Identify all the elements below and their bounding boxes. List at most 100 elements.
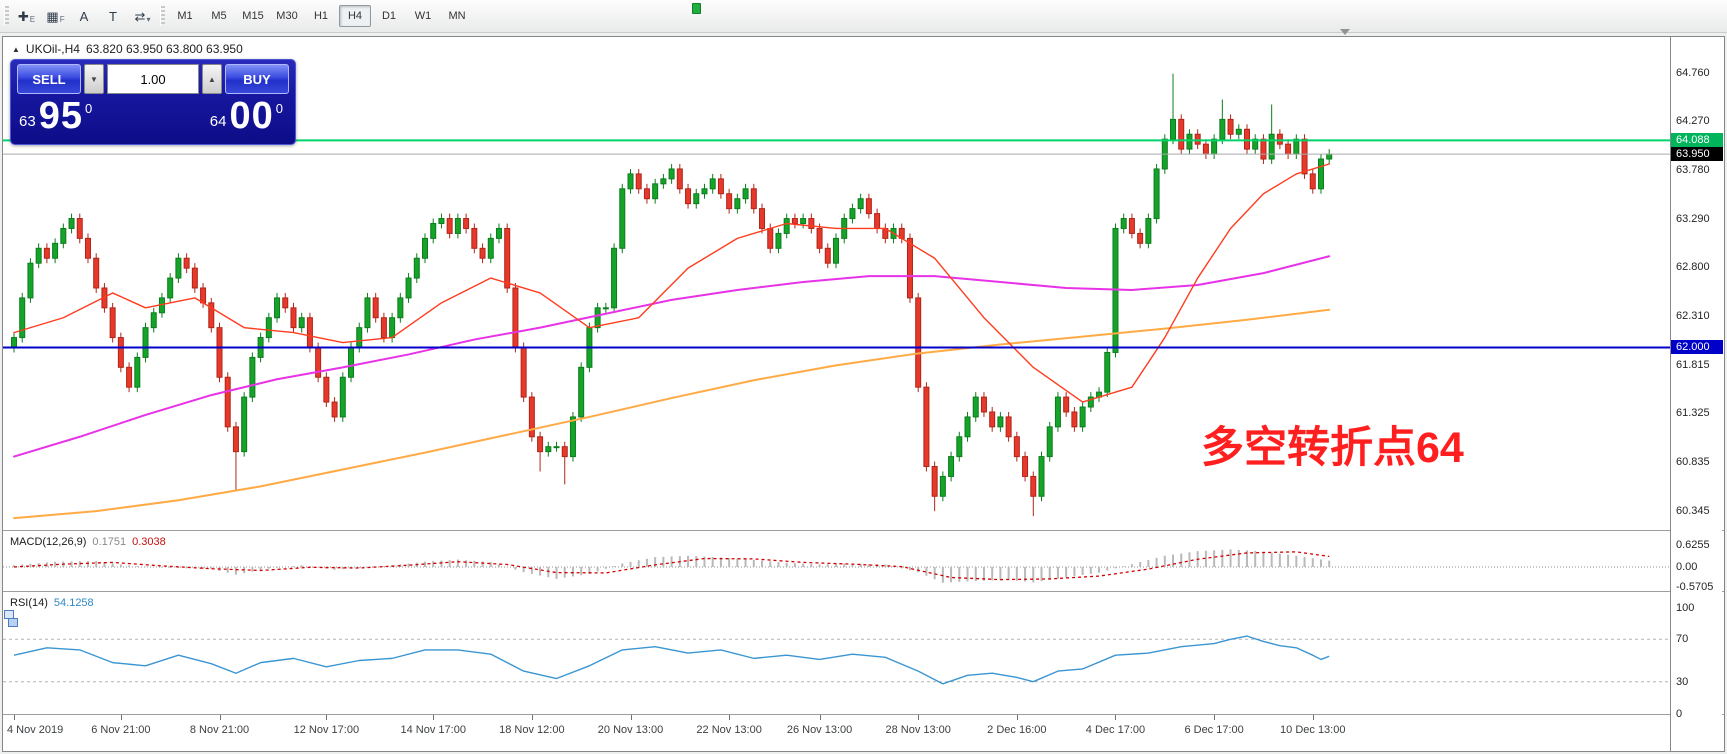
candle-body — [734, 198, 741, 210]
chart-symbol-label: UKOil-,H4 — [25, 42, 80, 56]
pane-divider[interactable] — [3, 714, 1724, 715]
candle-body — [1030, 475, 1037, 497]
rsi-scale-label: 100 — [1676, 601, 1695, 614]
candle-body — [405, 277, 412, 299]
candle-body — [241, 396, 248, 453]
candle-body — [759, 208, 766, 229]
time-axis-label: 28 Nov 13:00 — [885, 724, 951, 736]
time-axis-label: 12 Nov 17:00 — [293, 724, 360, 736]
candle-body — [611, 247, 618, 309]
candle-body — [167, 277, 174, 299]
candle-body — [208, 302, 215, 329]
candle-body — [602, 307, 609, 310]
timeframe-button-mn[interactable]: MN — [448, 10, 466, 22]
grid-icon[interactable]: ▦ F — [46, 9, 65, 25]
buy-button[interactable]: BUY — [225, 64, 289, 94]
toolbar-grip[interactable] — [4, 6, 9, 26]
candle-body — [200, 287, 207, 304]
volume-input[interactable] — [107, 64, 199, 94]
candle-body — [60, 227, 67, 244]
time-axis-tick — [1214, 715, 1216, 720]
candle-body — [413, 257, 420, 279]
price-scale-label: 63.780 — [1676, 163, 1710, 176]
candle-body — [833, 237, 839, 264]
rsi-pane[interactable]: RSI(14) 54.1258 — [3, 594, 1670, 713]
ma-red-line — [13, 163, 1330, 403]
candle-body — [849, 208, 856, 220]
text-box-icon[interactable]: T — [109, 9, 117, 24]
candle-body — [1153, 168, 1160, 220]
candle-body — [1087, 396, 1094, 408]
timeframe-button-m15[interactable]: M15 — [242, 10, 264, 22]
toolbar-grip[interactable] — [160, 6, 165, 26]
minimized-window-icon[interactable] — [4, 610, 20, 636]
candle-body — [726, 193, 733, 210]
volume-decrease-button[interactable]: ▼ — [84, 64, 104, 94]
candle-body — [68, 218, 75, 229]
sell-button[interactable]: SELL — [17, 64, 81, 94]
buy-price-big: 00 — [229, 95, 274, 137]
time-axis-tick — [14, 715, 15, 720]
candle-body — [93, 257, 100, 289]
macd-label-row: MACD(12,26,9) 0.1751 0.3038 — [10, 536, 166, 548]
price-chart-pane[interactable]: ▲ UKOil-,H4 63.820 63.950 63.800 63.950 … — [3, 37, 1670, 530]
candle-body — [1301, 138, 1308, 175]
time-axis-tick — [326, 715, 328, 720]
candle-body — [372, 297, 379, 319]
candle-body — [150, 312, 157, 329]
crosshair-icon[interactable]: ✚ E — [17, 9, 36, 25]
timeframe-button-d1[interactable]: D1 — [381, 10, 397, 22]
candle-body — [1104, 351, 1111, 393]
macd-label: MACD(12,26,9) — [10, 536, 87, 548]
macd-pane[interactable]: MACD(12,26,9) 0.1751 0.3038 — [3, 533, 1670, 590]
cursor-cycle-icon[interactable]: ⇄ ▾ — [134, 9, 151, 25]
candle-body — [643, 188, 650, 200]
candle-body — [126, 366, 133, 388]
volume-increase-button[interactable]: ▲ — [202, 64, 222, 94]
candle-body — [1079, 406, 1086, 428]
price-scale[interactable]: 64.760 64.270 63.780 63.290 62.800 62.310 61.8… — [1670, 37, 1723, 751]
price-scale-label: 62.800 — [1676, 261, 1710, 274]
timeframe-button-h4[interactable]: H4 — [339, 5, 371, 27]
candle-body — [561, 446, 568, 458]
candle-body — [1260, 138, 1267, 160]
price-scale-label: 64.760 — [1676, 66, 1710, 79]
price-chart-canvas[interactable] — [3, 37, 1670, 530]
candle-body — [1145, 218, 1152, 244]
candle-body — [298, 317, 305, 329]
candle-body — [183, 257, 190, 269]
window-square-icon — [8, 618, 18, 627]
candle-body — [816, 227, 823, 249]
candles — [11, 73, 1333, 517]
candle-body — [717, 178, 724, 195]
time-axis-label: 20 Nov 13:00 — [597, 724, 664, 736]
toolbar: ✚ E ▦ F A T ⇄ ▾ M1 M5 M15 M30 H1 H4 D1 W1 MN — [0, 0, 1727, 33]
drawing-tools-group: ✚ E ▦ F A T ⇄ ▾ — [13, 4, 156, 28]
timeframe-button-m5[interactable]: M5 — [211, 10, 227, 22]
candle-body — [553, 446, 560, 449]
candle-body — [356, 327, 363, 348]
candle-body — [109, 307, 116, 339]
pane-divider[interactable] — [3, 591, 1724, 592]
candle-body — [775, 232, 782, 249]
candle-body — [76, 218, 83, 239]
timeframe-button-h1[interactable]: H1 — [313, 10, 329, 22]
timeframe-button-m30[interactable]: M30 — [276, 10, 298, 22]
candle-body — [1186, 133, 1193, 150]
text-label-icon[interactable]: A — [79, 9, 89, 24]
candle-body — [471, 227, 478, 249]
candle-body — [430, 223, 437, 239]
candle-body — [874, 213, 881, 229]
timeframe-button-w1[interactable]: W1 — [414, 10, 432, 22]
ma-magenta-line — [13, 255, 1331, 458]
candle-body — [1178, 118, 1185, 150]
price-tag-63.950: 63.950 — [1671, 147, 1723, 162]
candle-body — [956, 436, 963, 458]
rsi-scale-label: 30 — [1676, 675, 1689, 688]
timeframe-button-m1[interactable]: M1 — [177, 10, 193, 22]
time-axis[interactable]: 4 Nov 2019 6 Nov 21:00 8 Nov 21:00 12 Nov 1… — [3, 715, 1670, 751]
candle-body — [857, 198, 864, 210]
symbol-arrow-icon: ▲ — [12, 44, 20, 54]
candle-body — [676, 168, 683, 190]
pane-divider[interactable] — [3, 530, 1724, 531]
